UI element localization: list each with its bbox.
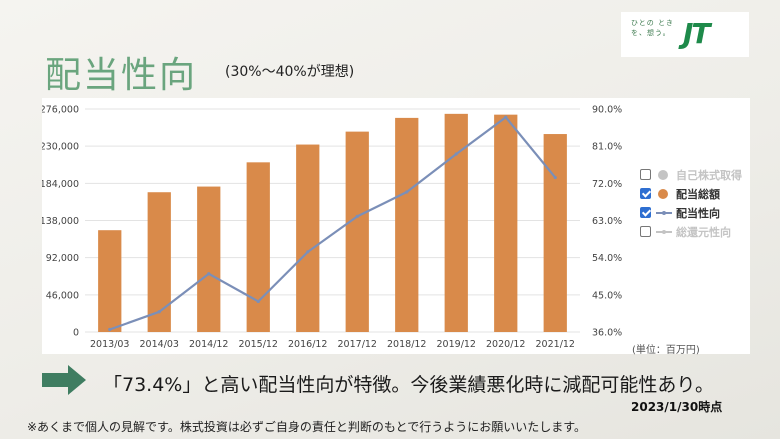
x-tick-label: 2020/12 bbox=[486, 339, 525, 350]
legend-line-icon bbox=[656, 230, 672, 234]
payout-ratio-point bbox=[256, 299, 260, 304]
legend-label: 配当総額 bbox=[676, 188, 720, 201]
legend-item[interactable]: 配当性向 bbox=[640, 204, 760, 223]
chart-panel: 0 46,000 92,000 138,000 184,000 230,000 276,00… bbox=[42, 98, 750, 354]
bar-2019/12 bbox=[444, 113, 468, 332]
left-tick-label: 138,000 bbox=[42, 216, 79, 227]
x-tick-label: 2015/12 bbox=[239, 339, 278, 350]
payout-ratio-point bbox=[355, 214, 359, 218]
dividend-chart: 0 46,000 92,000 138,000 184,000 230,000 276,00… bbox=[42, 105, 622, 351]
bar-2015/12 bbox=[246, 162, 270, 332]
payout-ratio-point bbox=[504, 115, 508, 119]
logo-mark: JT bbox=[683, 17, 710, 50]
x-tick-label: 2013/03 bbox=[90, 339, 129, 350]
payout-ratio-point bbox=[157, 310, 161, 314]
right-tick-label: 81.0% bbox=[592, 142, 622, 153]
bar-2014/03 bbox=[147, 192, 171, 332]
payout-ratio-point bbox=[405, 190, 409, 194]
legend-item[interactable]: 総還元性向 bbox=[640, 223, 760, 242]
left-tick-label: 46,000 bbox=[46, 290, 79, 301]
x-tick-label: 2014/03 bbox=[140, 339, 179, 350]
payout-ratio-line bbox=[109, 116, 557, 331]
legend-circle-icon bbox=[658, 189, 668, 199]
legend-checkbox[interactable] bbox=[640, 207, 651, 218]
comment-text: 「73.4%」と高い配当性向が特徴。今後業績悪化時に減配可能性あり。 bbox=[103, 374, 714, 396]
legend-checkbox[interactable] bbox=[640, 169, 651, 180]
x-tick-label: 2014/12 bbox=[189, 339, 228, 350]
company-logo: ひとの ときを、想う。 JT bbox=[621, 12, 749, 57]
left-tick-label: 230,000 bbox=[42, 142, 79, 153]
right-tick-label: 45.0% bbox=[592, 290, 622, 301]
bar-2021/12 bbox=[543, 134, 567, 332]
x-tick-label: 2016/12 bbox=[288, 339, 327, 350]
page-subtitle: (30%〜40%が理想) bbox=[225, 64, 355, 80]
x-tick-label: 2021/12 bbox=[536, 339, 575, 350]
payout-ratio-point bbox=[553, 175, 557, 180]
x-tick-label: 2019/12 bbox=[437, 339, 476, 350]
logo-tagline: ひとの ときを、想う。 bbox=[631, 19, 674, 37]
legend-label: 配当性向 bbox=[676, 207, 720, 220]
right-tick-label: 63.0% bbox=[592, 216, 622, 227]
left-tick-label: 276,000 bbox=[42, 105, 79, 116]
bar-2013/03 bbox=[98, 230, 122, 332]
bar-2020/12 bbox=[494, 114, 518, 333]
payout-ratio-point bbox=[108, 327, 112, 332]
bar-2014/12 bbox=[197, 186, 221, 332]
arrow-right-icon bbox=[42, 365, 86, 395]
bar-2016/12 bbox=[296, 144, 320, 332]
legend-line-icon bbox=[656, 211, 672, 215]
date-note: 2023/1/30時点 bbox=[631, 400, 723, 414]
legend-item[interactable]: 自己株式取得 bbox=[640, 166, 760, 185]
payout-ratio-point bbox=[454, 152, 458, 156]
legend-label: 自己株式取得 bbox=[676, 169, 742, 182]
legend-item[interactable]: 配当総額 bbox=[640, 185, 760, 204]
legend-label: 総還元性向 bbox=[676, 226, 731, 239]
left-tick-label: 184,000 bbox=[42, 179, 79, 190]
left-tick-label: 0 bbox=[73, 328, 79, 339]
right-tick-label: 54.0% bbox=[592, 253, 622, 264]
bar-2017/12 bbox=[345, 131, 369, 332]
payout-ratio-point bbox=[306, 250, 310, 254]
page-title: 配当性向 bbox=[45, 55, 198, 96]
x-tick-label: 2018/12 bbox=[387, 339, 426, 350]
left-tick-label: 92,000 bbox=[46, 253, 79, 264]
unit-label: (単位：百万円) bbox=[632, 345, 700, 356]
chart-legend: 自己株式取得 配当総額配当性向総還元性向 bbox=[640, 166, 760, 242]
legend-checkbox[interactable] bbox=[640, 226, 651, 237]
bar-2018/12 bbox=[395, 117, 419, 332]
legend-circle-icon bbox=[658, 170, 668, 180]
legend-checkbox[interactable] bbox=[640, 188, 651, 199]
right-tick-label: 90.0% bbox=[592, 105, 622, 116]
x-tick-label: 2017/12 bbox=[338, 339, 377, 350]
disclaimer-footnote: ※あくまで個人の見解です。株式投資は必ずご自身の責任と判断のもとで行うようにお願… bbox=[27, 420, 587, 434]
right-tick-label: 72.0% bbox=[592, 179, 622, 190]
right-tick-label: 36.0% bbox=[592, 328, 622, 339]
payout-ratio-point bbox=[207, 272, 211, 276]
